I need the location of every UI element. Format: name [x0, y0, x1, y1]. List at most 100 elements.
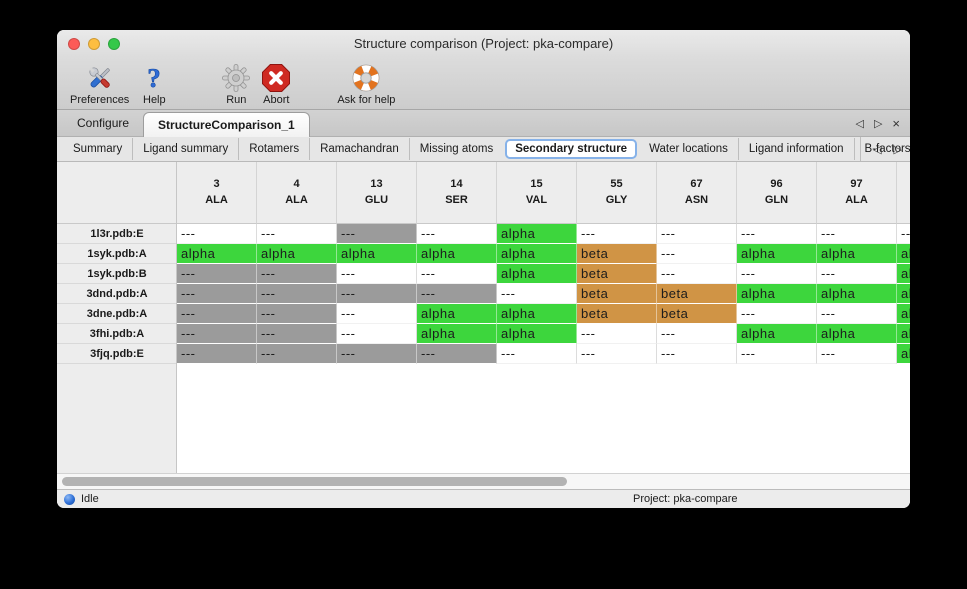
structure-cell[interactable]: ---	[577, 224, 657, 244]
structure-cell[interactable]: ---	[497, 284, 577, 304]
structure-cell[interactable]: ---	[257, 284, 337, 304]
structure-cell[interactable]: ---	[177, 264, 257, 284]
structure-cell[interactable]: ---	[737, 344, 817, 364]
structure-cell[interactable]: ---	[577, 324, 657, 344]
tab-secondary-structure[interactable]: Secondary structure	[505, 139, 638, 159]
structure-cell[interactable]: ---	[337, 324, 417, 344]
structure-cell[interactable]: alpha	[497, 264, 577, 284]
structure-cell[interactable]: ---	[177, 324, 257, 344]
structure-cell[interactable]: beta	[577, 284, 657, 304]
tab-configure[interactable]: Configure	[77, 116, 130, 130]
structure-cell[interactable]: alpha	[177, 244, 257, 264]
structure-cell[interactable]: alpha	[737, 284, 817, 304]
tab-ligand-summary[interactable]: Ligand summary	[132, 138, 238, 160]
tab-ramachandran[interactable]: Ramachandran	[309, 138, 409, 160]
structure-cell[interactable]: beta	[577, 304, 657, 324]
structure-cell[interactable]: alpha	[817, 284, 897, 304]
structure-cell[interactable]: ---	[257, 264, 337, 284]
structure-cell[interactable]: ---	[177, 284, 257, 304]
structure-cell[interactable]: ---	[657, 324, 737, 344]
tab-scroll-left-icon[interactable]: ◁	[855, 117, 864, 130]
row-label: 3fjq.pdb:E	[57, 344, 177, 364]
structure-cell[interactable]: ---	[657, 224, 737, 244]
structure-cell[interactable]: ---	[177, 304, 257, 324]
structure-cell[interactable]: alpha	[417, 324, 497, 344]
structure-cell[interactable]: ---	[177, 224, 257, 244]
structure-cell[interactable]: ---	[337, 304, 417, 324]
structure-cell[interactable]: ---	[337, 224, 417, 244]
structure-cell[interactable]: alpha	[897, 264, 910, 284]
structure-cell[interactable]: alpha	[497, 244, 577, 264]
horizontal-scrollbar[interactable]	[57, 473, 910, 489]
structure-cell[interactable]: alpha	[897, 344, 910, 364]
structure-cell[interactable]: beta	[657, 304, 737, 324]
structure-cell[interactable]: ---	[417, 284, 497, 304]
structure-cell[interactable]: ---	[257, 224, 337, 244]
tab-b-factors[interactable]: B-factors	[853, 138, 910, 160]
structure-cell[interactable]: ---	[657, 344, 737, 364]
structure-cell[interactable]: beta	[577, 244, 657, 264]
preferences-button[interactable]: Preferences	[65, 63, 134, 106]
tab-summary[interactable]: Summary	[73, 143, 123, 155]
run-button[interactable]: Run	[216, 63, 256, 106]
structure-cell[interactable]: ---	[737, 304, 817, 324]
structure-cell[interactable]: alpha	[817, 244, 897, 264]
toolbar-label: Abort	[263, 94, 290, 106]
structure-cell[interactable]: ---	[817, 224, 897, 244]
abort-button[interactable]: Abort	[256, 63, 296, 106]
tab-scroll-left-icon[interactable]: ◁	[873, 143, 882, 156]
structure-cell[interactable]: ---	[737, 224, 817, 244]
structure-cell[interactable]: ---	[897, 224, 910, 244]
structure-cell[interactable]: alpha	[497, 224, 577, 244]
structure-cell[interactable]: alpha	[257, 244, 337, 264]
structure-cell[interactable]: alpha	[737, 244, 817, 264]
tab-missing-atoms[interactable]: Missing atoms	[408, 138, 504, 160]
structure-cell[interactable]: alpha	[897, 244, 910, 264]
ask-for-help-button[interactable]: Ask for help	[332, 63, 400, 106]
structure-cell[interactable]: ---	[337, 264, 417, 284]
structure-cell[interactable]: ---	[577, 344, 657, 364]
tab-water-locations[interactable]: Water locations	[649, 143, 728, 155]
structure-cell[interactable]: ---	[817, 264, 897, 284]
structure-cell[interactable]: alpha	[497, 304, 577, 324]
structure-cell[interactable]: ---	[257, 344, 337, 364]
structure-cell[interactable]: alpha	[817, 324, 897, 344]
tab-scroll-right-icon[interactable]: ▷	[873, 117, 883, 130]
structure-cell[interactable]: ---	[337, 344, 417, 364]
structure-cell[interactable]: alpha	[497, 324, 577, 344]
structure-cell[interactable]: beta	[657, 284, 737, 304]
tab-scroll-right-icon[interactable]: ▷	[893, 143, 902, 156]
tab-structure-comparison-1[interactable]: StructureComparison_1	[143, 112, 310, 137]
structure-cell[interactable]: ---	[817, 304, 897, 324]
structure-cell[interactable]: ---	[657, 264, 737, 284]
scrollbar-thumb[interactable]	[62, 477, 567, 486]
title-bar[interactable]: Structure comparison (Project: pka-compa…	[57, 30, 910, 57]
structure-cell[interactable]: ---	[177, 344, 257, 364]
structure-cell[interactable]: ---	[417, 264, 497, 284]
structure-cell[interactable]: ---	[497, 344, 577, 364]
zoom-window-button[interactable]	[108, 37, 120, 50]
tab-ligand-information[interactable]: Ligand information	[737, 138, 854, 160]
structure-cell[interactable]: alpha	[897, 304, 910, 324]
structure-cell[interactable]: ---	[657, 244, 737, 264]
structure-cell[interactable]: alpha	[337, 244, 417, 264]
structure-cell[interactable]: ---	[737, 264, 817, 284]
structure-cell[interactable]: ---	[337, 284, 417, 304]
structure-cell[interactable]: ---	[257, 304, 337, 324]
structure-cell[interactable]: alpha	[737, 324, 817, 344]
tab-rotamers[interactable]: Rotamers	[238, 138, 309, 160]
structure-cell[interactable]: alpha	[897, 324, 910, 344]
primary-tab-bar: Configure StructureComparison_1 ◁ ▷ ×	[57, 110, 910, 137]
structure-cell[interactable]: ---	[417, 344, 497, 364]
tab-close-icon[interactable]: ×	[892, 115, 900, 131]
help-button[interactable]: ? Help	[134, 63, 174, 106]
structure-cell[interactable]: alpha	[897, 284, 910, 304]
structure-cell[interactable]: beta	[577, 264, 657, 284]
structure-cell[interactable]: ---	[417, 224, 497, 244]
close-window-button[interactable]	[68, 37, 80, 50]
structure-cell[interactable]: ---	[257, 324, 337, 344]
structure-cell[interactable]: alpha	[417, 304, 497, 324]
structure-cell[interactable]: ---	[817, 344, 897, 364]
minimize-window-button[interactable]	[88, 37, 100, 50]
structure-cell[interactable]: alpha	[417, 244, 497, 264]
